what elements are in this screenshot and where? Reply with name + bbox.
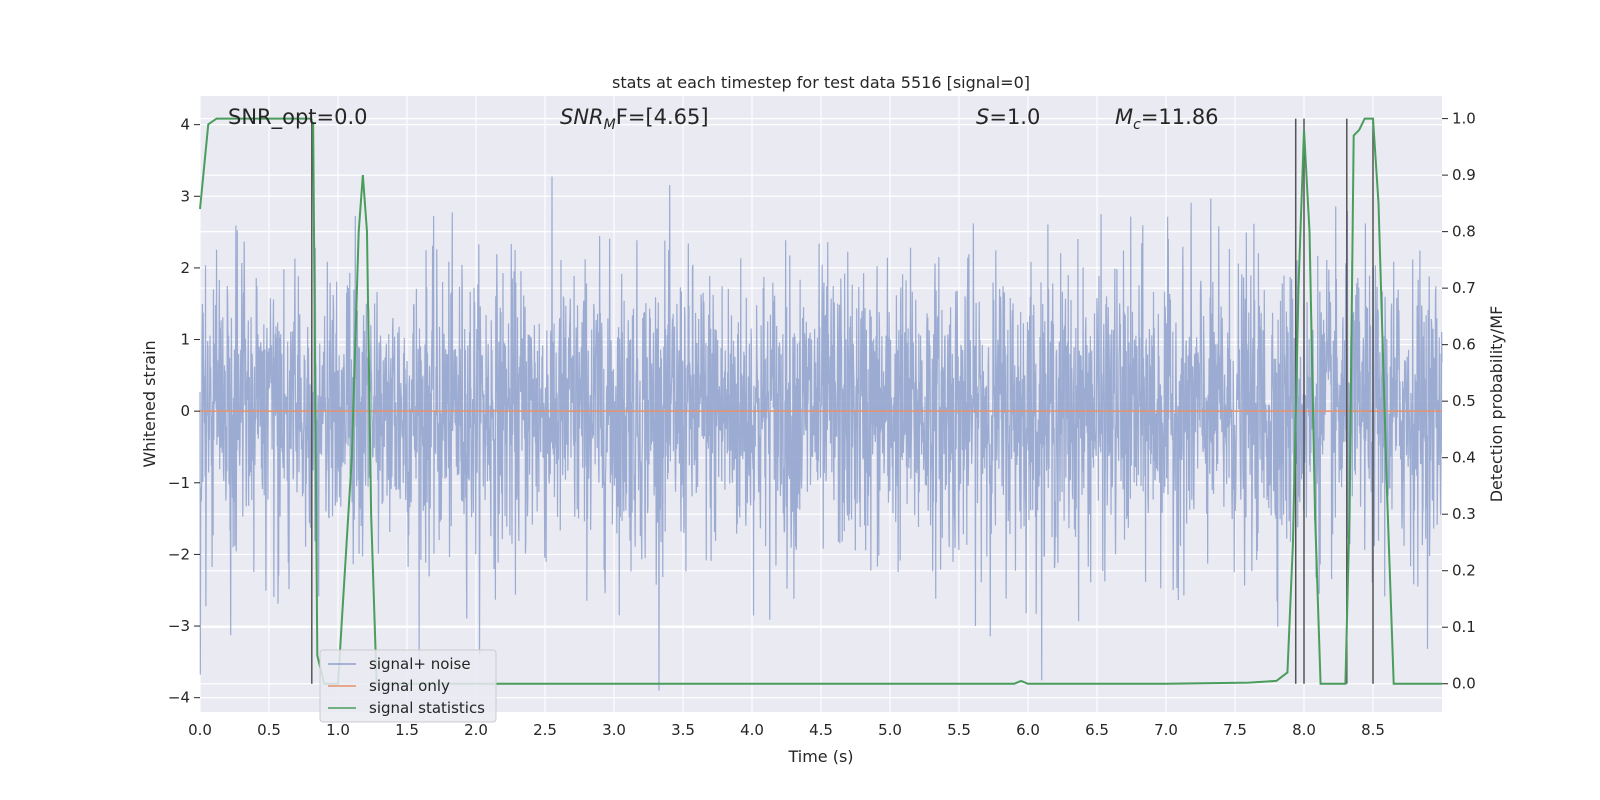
annotation-s-symbol: S	[976, 105, 989, 129]
x-tick-label: 1.5	[395, 721, 419, 739]
y2-tick-label: 1.0	[1452, 110, 1476, 128]
annotation-s-value: =1.0	[989, 105, 1040, 129]
y2-tick-label: 0.9	[1452, 166, 1476, 184]
y2-tick-label: 0.8	[1452, 223, 1476, 241]
x-tick-label: 8.5	[1361, 721, 1385, 739]
x-tick-label: 3.5	[671, 721, 695, 739]
x-tick-label: 2.0	[464, 721, 488, 739]
y-axis-ticks: 4 3 2 1 0 −1 −2 −3 −4	[168, 116, 200, 707]
x-axis-ticks: 0.0 0.5 1.0 1.5 2.0 2.5 3.0 3.5 4.0 4.5 5.0 5.5 6.0 6…	[188, 721, 1385, 739]
y-axis-label: Whitened strain	[140, 340, 159, 467]
y-tick-label: 0	[180, 402, 190, 420]
legend: signal+ noise signal only signal statist…	[319, 649, 497, 723]
chart-title: stats at each timestep for test data 551…	[612, 73, 1030, 92]
x-tick-label: 8.0	[1292, 721, 1316, 739]
y-tick-label: 2	[180, 259, 190, 277]
x-tick-label: 4.0	[740, 721, 764, 739]
y-tick-label: −1	[168, 474, 190, 492]
annotation-s: S=1.0	[976, 105, 1040, 129]
annotation-mc-subscript: c	[1133, 117, 1141, 133]
annotation-snr-opt: SNR_opt=0.0	[228, 105, 368, 130]
x-tick-label: 6.0	[1016, 721, 1040, 739]
y2-axis-label: Detection probability/MF	[1487, 306, 1506, 503]
y2-tick-label: 0.3	[1452, 505, 1476, 523]
x-tick-label: 0.0	[188, 721, 212, 739]
x-tick-label: 6.5	[1085, 721, 1109, 739]
y-tick-label: −3	[168, 617, 190, 635]
x-tick-label: 0.5	[257, 721, 281, 739]
legend-box	[319, 649, 497, 723]
x-axis-label: Time (s)	[787, 747, 853, 766]
y-tick-label: 1	[180, 331, 190, 349]
y-tick-label: 3	[180, 187, 190, 205]
series-signal-plus-noise	[199, 176, 1443, 691]
y2-tick-label: 0.6	[1452, 336, 1476, 354]
annotation-snr-mf-symbol: SNR	[560, 105, 604, 129]
y2-tick-label: 0.1	[1452, 618, 1476, 636]
x-tick-label: 1.0	[326, 721, 350, 739]
y2-tick-label: 0.2	[1452, 562, 1476, 580]
legend-label-signal-plus-noise: signal+ noise	[369, 655, 471, 673]
x-tick-label: 7.5	[1223, 721, 1247, 739]
y2-tick-label: 0.4	[1452, 449, 1476, 467]
x-tick-label: 5.0	[878, 721, 902, 739]
annotation-mc: Mc=11.86	[1115, 105, 1219, 133]
y2-tick-label: 0.5	[1452, 392, 1476, 410]
annotation-mc-symbol: M	[1115, 105, 1133, 129]
y-tick-label: 4	[180, 116, 190, 134]
x-tick-label: 4.5	[809, 721, 833, 739]
x-tick-label: 3.0	[602, 721, 626, 739]
statistics-line	[199, 117, 1442, 685]
y2-tick-label: 0.0	[1452, 675, 1476, 693]
y2-tick-label: 0.7	[1452, 279, 1476, 297]
x-tick-label: 2.5	[533, 721, 557, 739]
x-tick-label: 5.5	[947, 721, 971, 739]
annotation-snr-mf-subscript: M	[604, 117, 616, 133]
legend-label-signal-only: signal only	[369, 677, 450, 695]
x-tick-label: 7.0	[1154, 721, 1178, 739]
annotation-snr-mf: SNRMF=[4.65]	[560, 105, 709, 133]
y2-axis-ticks: 1.0 0.9 0.8 0.7 0.6 0.5 0.4 0.3 0.2 0.1 0.0	[1442, 110, 1476, 693]
y-tick-label: −2	[168, 545, 190, 563]
annotation-mc-value: =11.86	[1141, 105, 1219, 129]
annotation-snr-mf-value: F=[4.65]	[616, 105, 709, 129]
series-signal-statistics	[199, 117, 1442, 685]
legend-label-signal-statistics: signal statistics	[369, 699, 485, 717]
noise-line	[199, 176, 1443, 691]
y-tick-label: −4	[168, 689, 190, 707]
